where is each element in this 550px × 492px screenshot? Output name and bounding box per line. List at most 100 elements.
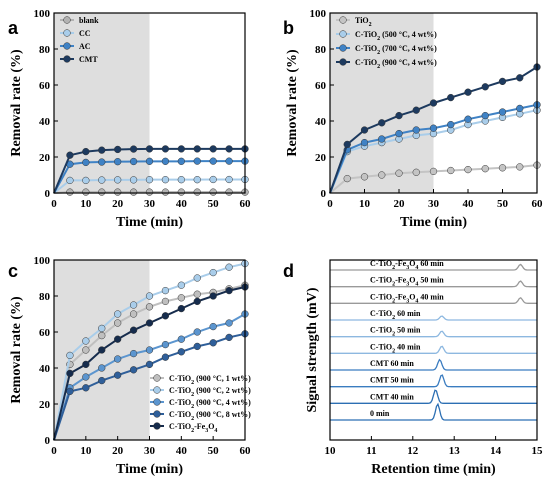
- data-point: [82, 176, 90, 185]
- y-tick-label: 0: [45, 188, 51, 200]
- y-tick-label: 100: [34, 255, 51, 267]
- legend-label: blank: [79, 16, 99, 25]
- data-point: [82, 158, 90, 167]
- data-point: [225, 319, 233, 327]
- data-point: [114, 145, 122, 154]
- data-point: [209, 268, 217, 277]
- data-point: [145, 319, 154, 327]
- legend-label: TiO2: [355, 16, 372, 28]
- legend-label: C-TiO2 (900 °C, 4 wt%): [169, 398, 251, 410]
- data-point: [225, 145, 233, 153]
- y-tick-label: 40: [39, 116, 51, 128]
- legend-marker: [339, 58, 347, 66]
- x-tick-label: 60: [532, 198, 544, 210]
- data-point: [193, 157, 201, 165]
- data-point: [66, 188, 74, 196]
- data-point: [66, 369, 74, 378]
- data-point: [145, 176, 154, 184]
- chromatogram-trace: [330, 315, 537, 321]
- chart-panel-b: 0 10 20 30 40 50 60 0 20 40 60 80 100 TiO2 C-TiO2 (500…: [285, 8, 543, 230]
- x-tick-label: 50: [208, 198, 220, 210]
- legend-marker: [153, 374, 161, 382]
- x-tick-label: 14: [490, 445, 502, 457]
- chart-panel-d: 10 11 12 13 14 15 0 min CMT 40 min CMT 50 min CMT…: [305, 259, 543, 477]
- y-axis-label: Signal strength (mV): [305, 287, 320, 412]
- trace-label: C-TiO2 40 min: [370, 342, 421, 354]
- legend-marker: [63, 29, 71, 37]
- chromatogram-trace: [330, 358, 537, 371]
- chromatogram-trace: [330, 402, 537, 421]
- plot-frame: [53, 259, 246, 441]
- chromatogram-trace: [330, 345, 537, 354]
- data-point: [177, 294, 185, 302]
- data-point: [498, 77, 507, 86]
- data-point: [481, 111, 489, 120]
- legend-marker: [153, 398, 161, 406]
- data-point: [177, 335, 185, 343]
- x-tick-label: 10: [80, 198, 92, 210]
- data-point: [161, 353, 170, 361]
- trace-label: C-TiO2 50 min: [370, 326, 421, 338]
- data-point: [145, 145, 154, 153]
- legend-label: C-TiO2 (900 °C, 1 wt%): [169, 374, 251, 386]
- data-point: [114, 158, 122, 166]
- y-tick-label: 20: [315, 152, 327, 164]
- y-tick-label: 80: [39, 291, 51, 303]
- x-tick-label: 30: [144, 445, 156, 457]
- chromatogram-trace: [330, 330, 537, 338]
- y-tick-label: 60: [315, 80, 327, 92]
- data-point: [177, 188, 185, 196]
- data-point: [145, 360, 154, 369]
- data-point: [66, 387, 74, 396]
- legend-marker: [63, 55, 71, 63]
- y-tick-label: 60: [39, 327, 51, 339]
- plot-frame: [329, 12, 538, 194]
- x-tick-label: 12: [407, 445, 419, 457]
- x-tick-label: 60: [240, 445, 252, 457]
- legend-marker: [339, 30, 347, 38]
- x-tick-label: 40: [176, 198, 188, 210]
- x-axis-label: Time (min): [116, 215, 183, 230]
- y-tick-label: 20: [39, 152, 51, 164]
- data-point: [395, 169, 403, 177]
- trace-label: CMT 40 min: [370, 392, 414, 401]
- data-point: [225, 157, 233, 165]
- data-point: [193, 188, 201, 196]
- data-point: [193, 328, 201, 336]
- x-tick-label: 13: [449, 445, 461, 457]
- chart-panel-c: 0 10 20 30 40 50 60 0 20 40 60 80 100 C-TiO2 (900 °C,…: [9, 255, 251, 477]
- data-point: [481, 83, 489, 91]
- data-point: [82, 373, 90, 381]
- data-point: [209, 292, 217, 300]
- plot-frame: [329, 259, 538, 441]
- x-tick-label: 0: [51, 445, 57, 457]
- data-point: [412, 106, 420, 114]
- data-point: [447, 120, 455, 129]
- x-tick-label: 30: [144, 198, 156, 210]
- data-point: [114, 335, 122, 343]
- x-tick-label: 20: [112, 198, 124, 210]
- legend-marker: [153, 410, 161, 418]
- data-point: [114, 355, 122, 363]
- data-point: [98, 176, 106, 184]
- legend-marker: [153, 422, 161, 430]
- data-point: [225, 175, 233, 184]
- y-axis-label: Removal rate (%): [9, 49, 24, 157]
- data-point: [209, 157, 217, 165]
- data-point: [145, 157, 154, 165]
- y-axis-label: Removal rate (%): [285, 49, 300, 157]
- y-tick-label: 0: [45, 435, 51, 447]
- legend-marker: [63, 16, 71, 24]
- legend-label: C-TiO2 (900 °C, 8 wt%): [169, 410, 251, 422]
- data-point: [161, 157, 170, 165]
- data-point: [161, 286, 170, 295]
- data-point: [82, 346, 90, 354]
- legend-label: C-TiO2-Fe3O4: [169, 422, 217, 434]
- x-tick-label: 0: [327, 198, 333, 210]
- data-point: [225, 188, 233, 196]
- data-point: [360, 126, 369, 134]
- data-point: [464, 115, 472, 123]
- x-tick-label: 40: [176, 445, 188, 457]
- data-point: [498, 108, 507, 116]
- data-point: [98, 376, 106, 385]
